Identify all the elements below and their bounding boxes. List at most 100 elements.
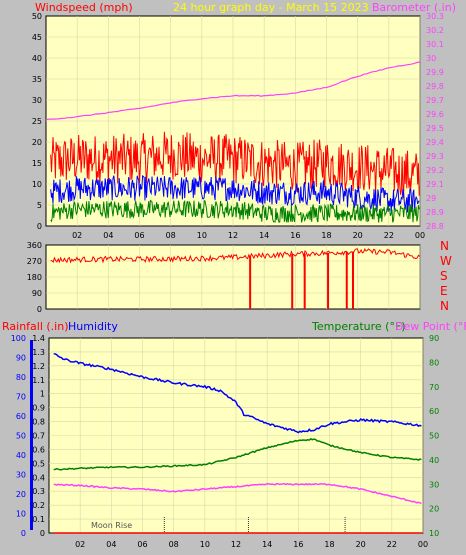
- barometer-tick: 30: [426, 54, 436, 63]
- barometer-tick: 29.3: [426, 152, 444, 161]
- bottom-series-group: [53, 352, 422, 534]
- rainfall-tick: 0.7: [32, 432, 45, 441]
- windspeed-tick: 40: [32, 54, 42, 63]
- windspeed-tick: 15: [32, 159, 42, 168]
- humidity-tick: 70: [16, 393, 26, 402]
- humidity-tick: 40: [16, 451, 26, 460]
- windspeed-tick: 30: [32, 96, 42, 105]
- humidity-tick: 100: [11, 334, 26, 343]
- direction-tick: 360: [27, 241, 42, 250]
- rainfall-tick: 0: [40, 529, 45, 538]
- rainfall-tick: 0.8: [32, 418, 45, 427]
- barometer-tick: 29.1: [426, 180, 444, 189]
- rainfall-tick: 1.1: [32, 376, 45, 385]
- rainfall-tick: 0.5: [32, 459, 45, 468]
- bottom-time-tick: 18: [324, 540, 334, 549]
- dew-point-axis-label: Dew Point (°F): [395, 320, 466, 333]
- wind-time-tick: 12: [228, 231, 238, 240]
- barometer-series: [45, 61, 421, 121]
- temperature-tick: 90: [429, 334, 439, 343]
- compass-letter: W: [440, 254, 452, 268]
- rainfall-tick: 0.9: [32, 404, 45, 413]
- temperature-tick: 20: [429, 505, 439, 514]
- wind-average-series: [50, 174, 420, 213]
- wind-time-tick: 00: [415, 231, 425, 240]
- bottom-time-tick: 22: [387, 540, 397, 549]
- temperature-axis-label: Temperature (°F): [311, 320, 406, 333]
- wind-series-group: [45, 61, 421, 223]
- humidity-tick: 50: [16, 432, 26, 441]
- wind-direction-series: [50, 248, 420, 264]
- wind-time-tick: 08: [166, 231, 176, 240]
- temperature-tick: 40: [429, 456, 439, 465]
- rainfall-tick: 1.3: [32, 348, 45, 357]
- humidity-tick: 20: [16, 490, 26, 499]
- windspeed-tick: 20: [32, 138, 42, 147]
- wind-low-series: [50, 199, 420, 223]
- barometer-tick: 29.4: [426, 138, 444, 147]
- bottom-time-tick: 00: [418, 540, 428, 549]
- rainfall-tick: 0.4: [32, 473, 45, 482]
- bottom-time-tick: 04: [106, 540, 116, 549]
- humidity-tick: 90: [16, 354, 26, 363]
- humidity-tick: 30: [16, 471, 26, 480]
- rainfall-tick: 1.4: [32, 334, 45, 343]
- wind-time-tick: 02: [72, 231, 82, 240]
- temperature-tick: 50: [429, 432, 439, 441]
- barometer-tick: 29.8: [426, 82, 444, 91]
- humidity-tick: 10: [16, 510, 26, 519]
- rainfall-axis-label: Rainfall (.in): [2, 320, 69, 333]
- bottom-time-tick: 20: [356, 540, 366, 549]
- temperature-tick: 70: [429, 383, 439, 392]
- rainfall-tick: 0.6: [32, 445, 45, 454]
- barometer-tick: 29: [426, 194, 436, 203]
- wind-time-tick: 18: [321, 231, 331, 240]
- humidity-scale-bar: [30, 340, 33, 530]
- bottom-time-tick: 10: [200, 540, 210, 549]
- humidity-tick: 0: [21, 529, 26, 538]
- wind-time-tick: 16: [290, 231, 300, 240]
- windspeed-tick: 25: [32, 117, 42, 126]
- humidity-tick: 60: [16, 412, 26, 421]
- barometer-tick: 28.9: [426, 208, 444, 217]
- windspeed-tick: 45: [32, 33, 42, 42]
- bottom-time-tick: 16: [293, 540, 303, 549]
- barometer-axis-label: Barometer (.in): [372, 1, 456, 14]
- direction-tick: 90: [32, 289, 42, 298]
- wind-time-tick: 04: [103, 231, 113, 240]
- bottom-time-tick: 12: [231, 540, 241, 549]
- humidity-tick: 80: [16, 373, 26, 382]
- bottom-grid: [49, 338, 424, 533]
- compass-letter: N: [440, 239, 449, 253]
- direction-grid: [46, 245, 421, 309]
- temperature-tick: 80: [429, 358, 439, 367]
- rainfall-tick: 1: [40, 390, 45, 399]
- barometer-tick: 29.7: [426, 96, 444, 105]
- bottom-time-tick: 02: [75, 540, 85, 549]
- direction-tick: 0: [37, 305, 42, 314]
- bottom-time-tick: 06: [137, 540, 147, 549]
- barometer-tick: 28.8: [426, 222, 444, 231]
- windspeed-tick: 0: [37, 222, 42, 231]
- dew-point-series: [53, 482, 422, 505]
- wind-time-tick: 06: [134, 231, 144, 240]
- axis-ticks-group: 0510152025303540455028.828.92929.129.229…: [11, 12, 444, 549]
- rainfall-tick: 0.1: [32, 515, 45, 524]
- direction-series-group: [50, 248, 420, 309]
- compass-letter: E: [440, 284, 448, 298]
- wind-time-tick: 20: [353, 231, 363, 240]
- compass-letter: N: [440, 299, 449, 313]
- barometer-tick: 29.2: [426, 166, 444, 175]
- bottom-time-tick: 08: [169, 540, 179, 549]
- barometer-tick: 30.1: [426, 40, 444, 49]
- humidity-series: [53, 352, 422, 434]
- humidity-axis-label: Humidity: [68, 320, 118, 333]
- temperature-series: [53, 438, 422, 471]
- temperature-tick: 60: [429, 407, 439, 416]
- moon-rise-label: Moon Rise: [91, 521, 132, 530]
- wind-time-tick: 10: [197, 231, 207, 240]
- barometer-tick: 29.6: [426, 110, 444, 119]
- wind-time-tick: 22: [384, 231, 394, 240]
